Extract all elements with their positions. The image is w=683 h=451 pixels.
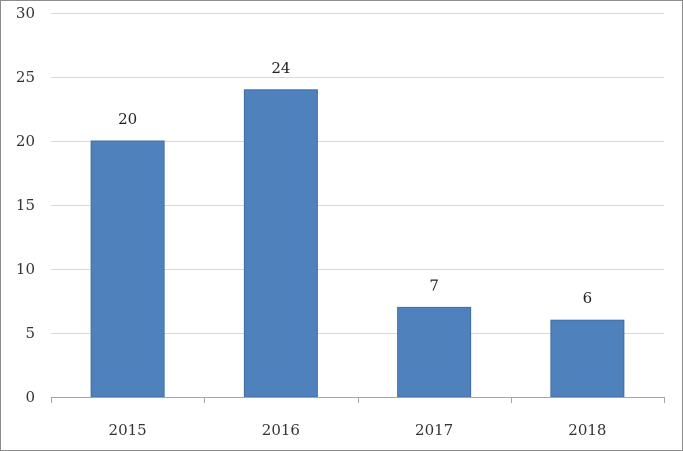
bar-2017 [397, 306, 472, 398]
x-tick-label: 2017 [415, 421, 453, 439]
x-tick-label: 2016 [262, 421, 300, 439]
y-axis-ticks: 0 5 10 15 20 25 30 [16, 4, 35, 406]
bars [90, 89, 625, 398]
x-tick-label: 2018 [568, 421, 606, 439]
data-labels: 20 24 7 6 [118, 59, 592, 307]
x-tick-label: 2015 [109, 421, 147, 439]
bar-2016 [243, 89, 318, 398]
y-tick-label: 30 [16, 4, 35, 22]
data-label-2017: 7 [429, 276, 439, 294]
y-tick-label: 10 [16, 260, 35, 278]
y-tick-label: 15 [16, 196, 35, 214]
y-tick-label: 25 [16, 68, 35, 86]
bar-2015 [90, 140, 165, 398]
x-axis [51, 397, 665, 403]
x-axis-ticks: 2015 2016 2017 2018 [109, 421, 607, 439]
data-label-2016: 24 [271, 59, 290, 77]
data-label-2015: 20 [118, 110, 137, 128]
bar-2018 [550, 319, 625, 398]
y-tick-label: 20 [16, 132, 35, 150]
y-tick-label: 0 [25, 388, 35, 406]
data-label-2018: 6 [583, 289, 593, 307]
y-tick-label: 5 [25, 324, 35, 342]
